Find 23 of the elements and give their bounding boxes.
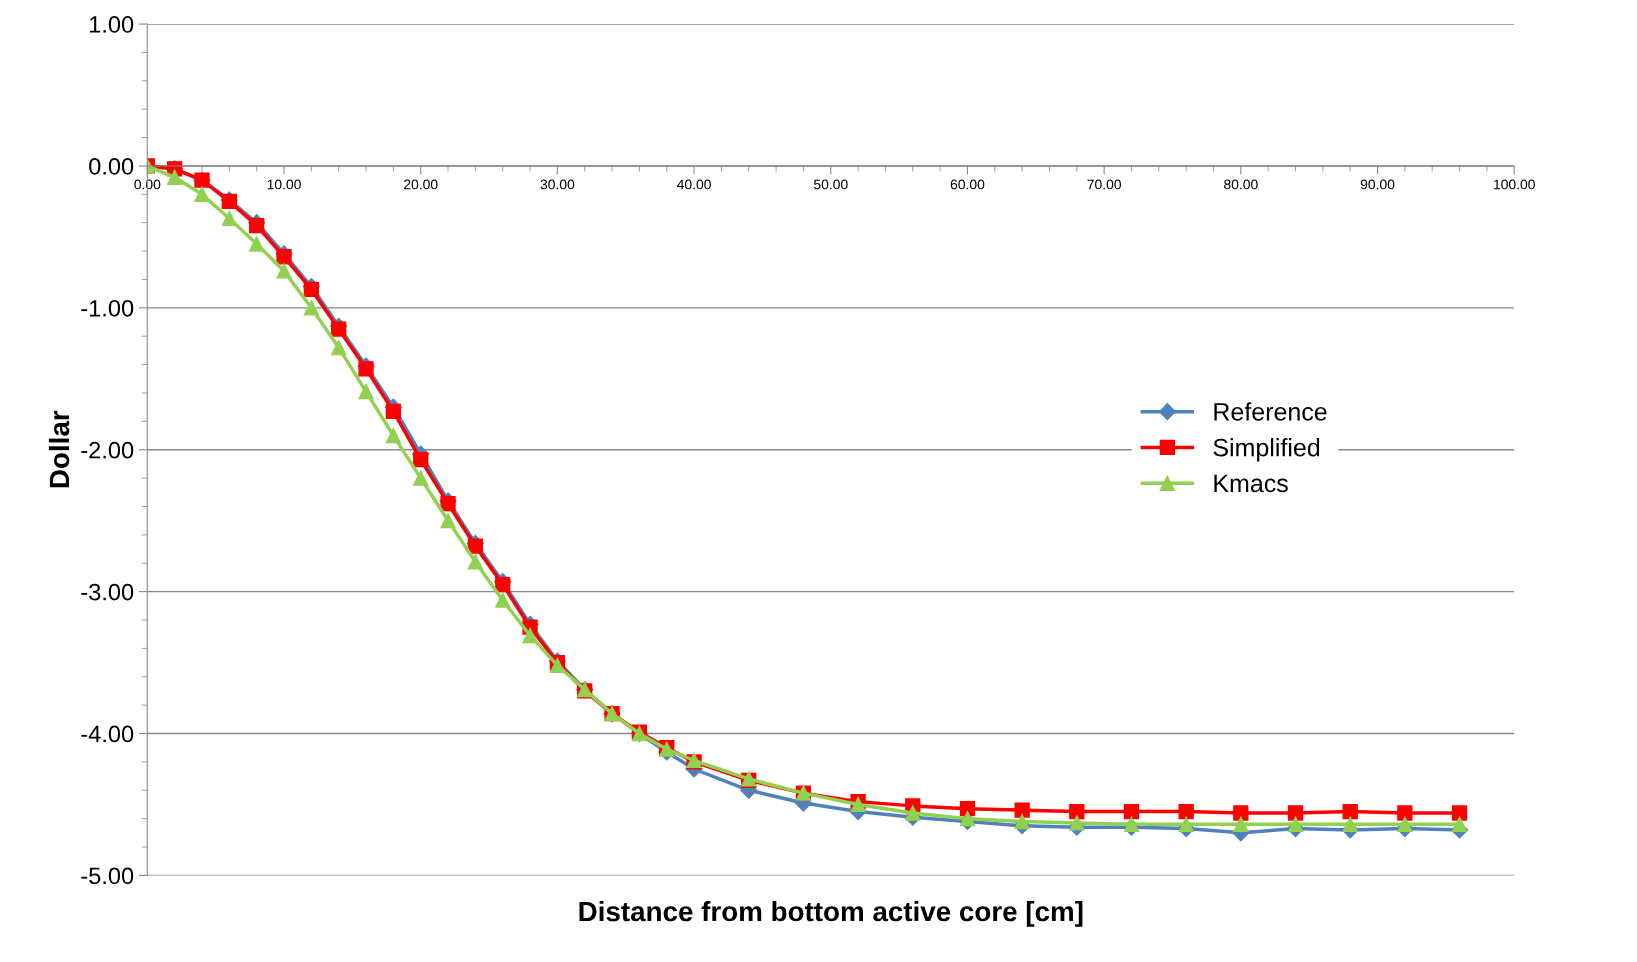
y-tick-label: -2.00 (81, 441, 134, 459)
y-tick-label: -5.00 (81, 867, 134, 885)
x-tick-label: 40.00 (677, 179, 711, 190)
y-tick-label: -4.00 (81, 725, 134, 743)
y-tick-label: -1.00 (81, 299, 134, 317)
x-tick-label: 50.00 (813, 179, 848, 190)
x-tick-label: 30.00 (540, 179, 575, 190)
y-axis-title: Dollar (48, 410, 70, 488)
x-tick-label: 70.00 (1087, 179, 1121, 190)
x-axis-title: Distance from bottom active core [cm] (579, 900, 1083, 927)
x-tick-label: 100.00 (1494, 179, 1535, 190)
x-tick-label: 60.00 (950, 179, 985, 190)
legend-label: Simplified (1213, 438, 1320, 462)
legend-label: Kmacs (1214, 474, 1288, 493)
x-tick-label: 0.00 (134, 179, 161, 190)
x-tick-label: 10.00 (267, 179, 301, 190)
y-tick-label: 0.00 (89, 158, 134, 175)
y-tick-label: 1.00 (89, 16, 134, 33)
x-tick-label: 20.00 (404, 179, 438, 190)
y-tick-label: -3.00 (81, 583, 134, 601)
x-tick-label: 90.00 (1360, 179, 1395, 190)
legend-label: Reference (1214, 402, 1327, 421)
x-tick-label: 80.00 (1224, 179, 1258, 190)
